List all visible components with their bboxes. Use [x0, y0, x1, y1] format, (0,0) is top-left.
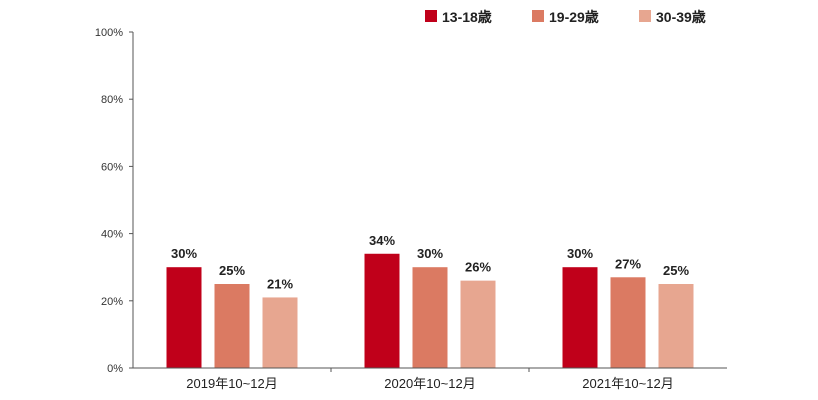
data-label: 30% [417, 246, 443, 261]
bars [166, 253, 694, 368]
bar [214, 284, 250, 368]
bar [412, 267, 448, 368]
bar [262, 297, 298, 368]
category-labels: 2019年10~12月 2020年10~12月 2021年10~12月 [186, 368, 674, 391]
bar [610, 277, 646, 368]
y-tick-label: 60% [101, 161, 123, 173]
y-tick-label: 20% [101, 296, 123, 308]
legend: 13-18歳 19-29歳 30-39歳 [425, 9, 706, 25]
data-label: 27% [615, 256, 641, 271]
data-label: 25% [219, 263, 245, 278]
legend-label: 30-39歳 [656, 9, 706, 25]
legend-label: 19-29歳 [549, 9, 599, 25]
data-labels: 30% 25% 21% 34% 30% 26% 30% 27% 25% [171, 233, 689, 292]
data-label: 21% [267, 276, 293, 291]
bar [658, 284, 694, 368]
legend-swatch [425, 10, 437, 22]
bar [166, 267, 202, 368]
y-tick-label: 40% [101, 229, 123, 241]
data-label: 34% [369, 233, 395, 248]
bar [364, 253, 400, 368]
legend-swatch [639, 10, 651, 22]
legend-label: 13-18歳 [442, 9, 492, 25]
bar [460, 280, 496, 368]
x-tick-label: 2020年10~12月 [384, 376, 475, 391]
data-label: 30% [171, 246, 197, 261]
data-label: 26% [465, 260, 491, 275]
data-label: 25% [663, 263, 689, 278]
y-tick-label: 100% [95, 27, 123, 39]
x-tick-label: 2019年10~12月 [186, 376, 277, 391]
legend-swatch [532, 10, 544, 22]
data-label: 30% [567, 246, 593, 261]
bar [562, 267, 598, 368]
y-tick-label: 0% [107, 363, 123, 375]
x-tick-label: 2021年10~12月 [582, 376, 673, 391]
y-axis-ticks: 0% 20% 40% 60% 80% 100% [95, 27, 133, 375]
y-tick-label: 80% [101, 94, 123, 106]
